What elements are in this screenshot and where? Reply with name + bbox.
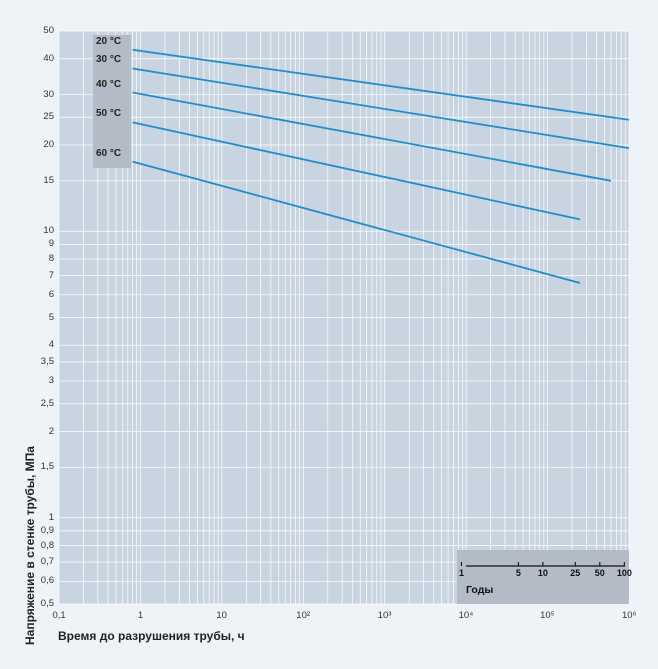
years-scale-label: 25 <box>570 568 581 578</box>
y-tick-label: 15 <box>43 174 54 186</box>
y-tick-label: 0,8 <box>40 539 54 551</box>
y-tick-label: 4 <box>48 339 54 351</box>
series-label: 60 °C <box>96 147 122 159</box>
y-tick-label: 30 <box>43 88 54 100</box>
x-tick-label: 10² <box>296 610 311 621</box>
x-tick-label: 0,1 <box>52 610 66 621</box>
series-label: 30 °C <box>96 54 122 66</box>
y-tick-label: 20 <box>43 139 54 150</box>
y-tick-label: 0,6 <box>40 575 54 587</box>
series-line-1 <box>132 67 630 150</box>
series-line-3 <box>132 121 581 221</box>
years-scale-title: Годы <box>466 584 494 596</box>
temperature-label-strip <box>93 35 131 168</box>
years-scale-label: 1 <box>458 568 464 578</box>
y-tick-label: 40 <box>43 52 54 64</box>
y-tick-label: 8 <box>48 253 54 265</box>
years-scale-label: 100 <box>616 568 632 578</box>
years-scale-inset <box>457 550 629 604</box>
series-label: 40 °C <box>96 78 122 90</box>
x-tick-label: 10⁴ <box>458 610 474 621</box>
y-tick-label: 3,5 <box>40 355 54 367</box>
y-tick-label: 0,5 <box>40 598 54 609</box>
y-tick-label: 3 <box>48 375 54 387</box>
series-line-2 <box>132 91 612 182</box>
series-line-4 <box>132 160 581 284</box>
series-label: 20 °C <box>96 35 122 47</box>
x-axis-title: Время до разрушения трубы, ч <box>58 629 245 643</box>
y-tick-label: 0,9 <box>40 524 54 536</box>
y-tick-label: 5 <box>48 311 54 323</box>
years-scale-label: 10 <box>537 568 548 578</box>
x-tick-label: 10⁶ <box>622 610 637 621</box>
x-tick-label: 10³ <box>377 610 392 621</box>
y-tick-label: 25 <box>43 111 54 123</box>
y-tick-label: 7 <box>48 269 54 281</box>
y-tick-label: 0,7 <box>40 556 54 568</box>
y-tick-label: 6 <box>48 288 54 300</box>
y-tick-label: 2 <box>48 425 54 437</box>
series-line-0 <box>132 48 630 121</box>
x-tick-label: 10⁵ <box>540 610 555 621</box>
y-tick-label: 10 <box>43 225 54 237</box>
x-tick-label: 1 <box>137 610 144 621</box>
y-tick-label: 1,5 <box>40 461 54 473</box>
years-scale-label: 50 <box>594 568 605 578</box>
years-scale-label: 5 <box>515 568 521 578</box>
y-tick-label: 2,5 <box>40 397 54 409</box>
x-tick-label: 10 <box>216 610 227 621</box>
y-tick-label: 50 <box>43 25 54 36</box>
y-tick-label: 1 <box>48 511 54 523</box>
series-label: 50 °C <box>96 108 122 120</box>
y-tick-label: 9 <box>48 238 54 250</box>
